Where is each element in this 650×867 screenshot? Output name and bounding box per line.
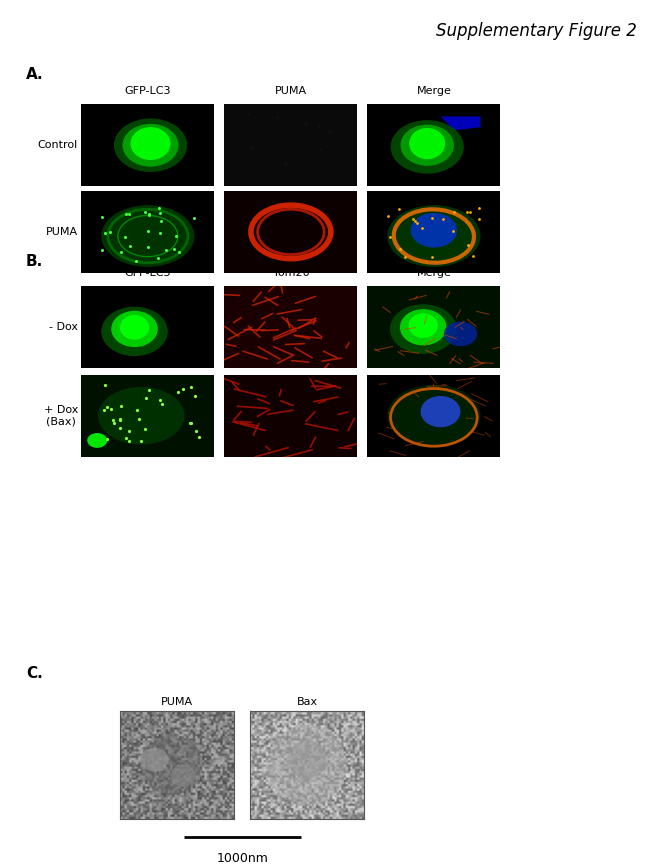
Ellipse shape: [114, 119, 187, 172]
Ellipse shape: [287, 740, 327, 779]
Ellipse shape: [101, 205, 194, 267]
Ellipse shape: [410, 128, 445, 160]
Text: Supplementary Figure 2: Supplementary Figure 2: [436, 22, 637, 40]
Ellipse shape: [400, 125, 454, 166]
Text: PUMA: PUMA: [161, 696, 193, 707]
Ellipse shape: [444, 322, 477, 346]
Text: - Dox: - Dox: [49, 323, 78, 332]
Ellipse shape: [87, 433, 107, 448]
Polygon shape: [441, 116, 480, 130]
Ellipse shape: [411, 213, 457, 248]
Ellipse shape: [131, 127, 170, 160]
Ellipse shape: [390, 304, 456, 354]
Text: 1000nm: 1000nm: [216, 852, 268, 865]
Text: C.: C.: [26, 666, 43, 681]
Ellipse shape: [140, 735, 203, 795]
Text: B.: B.: [26, 254, 44, 269]
Text: GFP-LC3: GFP-LC3: [125, 86, 171, 96]
Ellipse shape: [98, 387, 185, 445]
Ellipse shape: [111, 310, 158, 347]
Ellipse shape: [400, 310, 447, 345]
Ellipse shape: [391, 121, 464, 173]
Ellipse shape: [170, 765, 195, 787]
Ellipse shape: [123, 124, 179, 166]
Ellipse shape: [387, 385, 480, 447]
Text: Merge: Merge: [417, 268, 451, 278]
Text: A.: A.: [26, 68, 44, 82]
Ellipse shape: [409, 313, 438, 338]
Text: PUMA: PUMA: [46, 227, 78, 237]
Text: + Dox
(Bax): + Dox (Bax): [44, 405, 78, 427]
Text: Control: Control: [38, 140, 78, 150]
Text: Bax: Bax: [296, 696, 318, 707]
Ellipse shape: [421, 396, 460, 427]
Ellipse shape: [120, 315, 150, 340]
Text: Tom20: Tom20: [272, 268, 309, 278]
Ellipse shape: [140, 747, 168, 772]
Ellipse shape: [267, 725, 347, 805]
Text: GFP-LC3: GFP-LC3: [125, 268, 171, 278]
Ellipse shape: [101, 307, 168, 356]
Ellipse shape: [387, 205, 480, 267]
Text: PUMA: PUMA: [275, 86, 307, 96]
Text: Merge: Merge: [417, 86, 451, 96]
